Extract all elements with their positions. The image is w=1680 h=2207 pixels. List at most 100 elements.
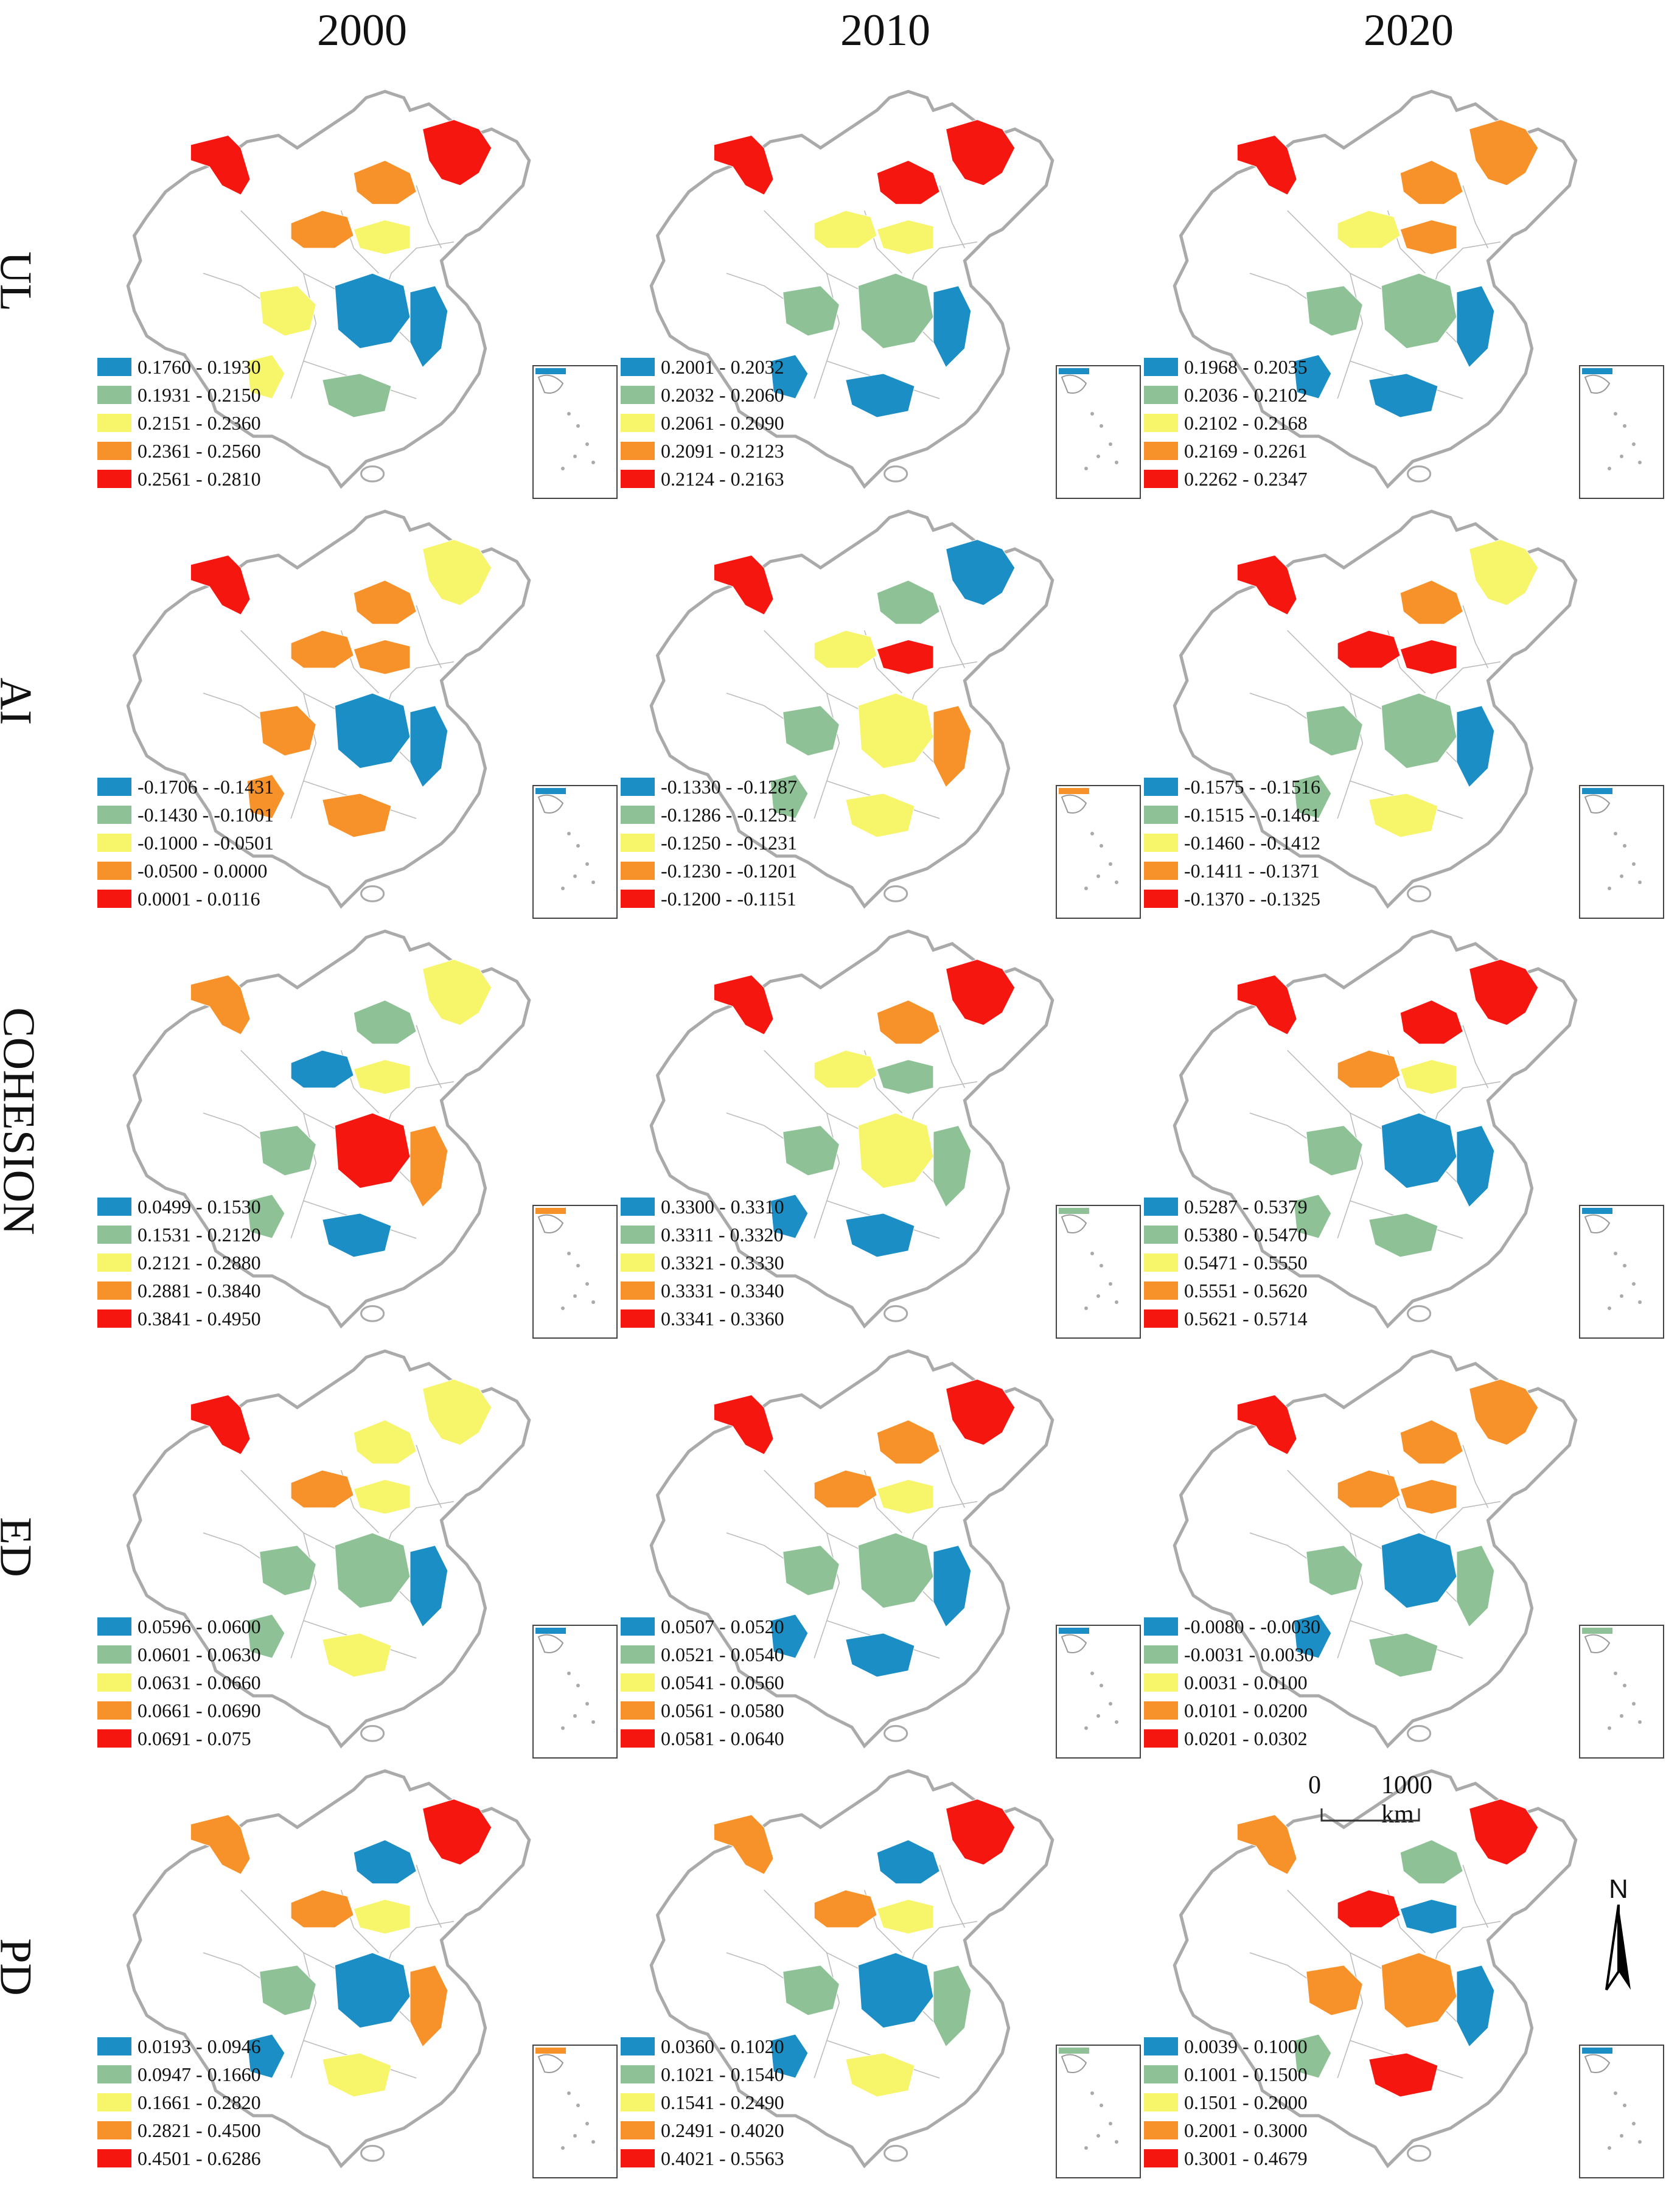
legend-label: 0.2169 - 0.2261 <box>1184 439 1308 462</box>
south-china-sea-inset <box>1056 365 1141 499</box>
region-1 <box>945 119 1016 186</box>
legend-item: 0.0360 - 0.1020 <box>621 2032 784 2060</box>
region-2 <box>1399 1000 1463 1045</box>
legend-label: 0.1021 - 0.1540 <box>661 2063 784 2085</box>
legend-item: 0.2121 - 0.2880 <box>97 1249 261 1277</box>
hainan-island <box>360 885 385 902</box>
legend-item: -0.1200 - -0.1151 <box>621 885 797 913</box>
region-7 <box>410 1965 448 2048</box>
region-6 <box>334 1532 411 1609</box>
legend-swatch <box>621 1673 655 1692</box>
legend-label: 0.0541 - 0.0560 <box>661 1671 784 1693</box>
legend-label: 0.0661 - 0.0690 <box>138 1699 261 1721</box>
region-4 <box>1399 639 1457 675</box>
region-9 <box>1293 1194 1332 1239</box>
legend-item: 0.3311 - 0.3320 <box>621 1221 784 1249</box>
province-boundary <box>1287 630 1388 713</box>
region-5 <box>259 1545 316 1596</box>
legend-item: -0.0080 - -0.0030 <box>1144 1613 1320 1640</box>
legend-swatch <box>621 1281 655 1300</box>
legend-swatch <box>1144 1281 1178 1300</box>
legend-swatch <box>97 1701 131 1720</box>
region-5 <box>259 1125 316 1176</box>
scale-bar-line <box>1320 1808 1420 1822</box>
legend-item: 0.2061 - 0.2090 <box>621 409 784 437</box>
legend-swatch <box>97 1617 131 1636</box>
legend-label: 0.1001 - 0.1500 <box>1184 2063 1308 2085</box>
region-3 <box>1337 630 1401 669</box>
legend-swatch <box>621 1701 655 1720</box>
legend-swatch <box>97 2037 131 2055</box>
legend: 0.5287 - 0.5379 0.5380 - 0.5470 0.5471 - 0… <box>1144 1193 1308 1333</box>
map-panel-pd-2020: 0.0039 - 0.1000 0.1001 - 0.1500 0.1501 - 0… <box>1144 1765 1667 2184</box>
region-1 <box>945 1379 1016 1446</box>
legend-item: 0.0521 - 0.0540 <box>621 1640 784 1668</box>
legend-label: 0.2032 - 0.2060 <box>661 383 784 406</box>
legend-item: 0.2821 - 0.4500 <box>97 2116 261 2144</box>
legend-item: 0.0499 - 0.1530 <box>97 1193 261 1221</box>
legend-item: 0.0507 - 0.0520 <box>621 1613 784 1640</box>
hainan-island <box>360 1305 385 1322</box>
legend-item: 0.2262 - 0.2347 <box>1144 465 1308 493</box>
legend-item: -0.1000 - -0.0501 <box>97 829 274 857</box>
legend: -0.1575 - -0.1516 -0.1515 - -0.1461 -0.146… <box>1144 773 1320 913</box>
scale-bar-end-label: 1000 km <box>1381 1771 1432 1829</box>
region-0 <box>713 554 774 615</box>
legend-swatch <box>621 358 655 376</box>
legend-item: 0.5551 - 0.5620 <box>1144 1277 1308 1305</box>
region-9 <box>246 1614 285 1659</box>
country-boundary <box>126 1769 531 2169</box>
region-3 <box>814 1470 877 1508</box>
region-0 <box>190 1394 251 1455</box>
legend-label: -0.0031 - 0.0030 <box>1184 1643 1314 1665</box>
legend-swatch <box>1144 1198 1178 1216</box>
legend-item: 0.2091 - 0.2123 <box>621 437 784 465</box>
legend-label: 0.0101 - 0.0200 <box>1184 1699 1308 1721</box>
legend-swatch <box>1144 442 1178 460</box>
legend-label: 0.2001 - 0.3000 <box>1184 2119 1308 2141</box>
south-china-sea-inset <box>1579 785 1664 919</box>
legend-item: 0.5380 - 0.5470 <box>1144 1221 1308 1249</box>
legend-item: 0.2169 - 0.2261 <box>1144 437 1308 465</box>
region-9 <box>1293 2034 1332 2079</box>
legend-item: 0.2102 - 0.2168 <box>1144 409 1308 437</box>
legend-swatch <box>1144 358 1178 376</box>
map-panel-ul-2020: 0.1968 - 0.2035 0.2036 - 0.2102 0.2102 - 0… <box>1144 85 1667 505</box>
legend-item: -0.1330 - -0.1287 <box>621 773 797 801</box>
region-5 <box>259 705 316 756</box>
map-panel-ed-2010: 0.0507 - 0.0520 0.0521 - 0.0540 0.0541 - 0… <box>621 1345 1144 1765</box>
region-7 <box>410 285 448 368</box>
legend-swatch <box>1144 2121 1178 2139</box>
region-8 <box>1368 1213 1438 1258</box>
legend-swatch <box>1144 1729 1178 1748</box>
row-label-cohesion: COHESION <box>0 1007 44 1235</box>
legend-label: -0.1370 - -0.1325 <box>1184 887 1320 910</box>
region-0 <box>1236 1394 1297 1455</box>
region-6 <box>1381 692 1457 769</box>
legend-item: 0.3300 - 0.3310 <box>621 1193 784 1221</box>
legend-swatch <box>621 2121 655 2139</box>
legend-label: 0.2881 - 0.3840 <box>138 1279 261 1302</box>
region-7 <box>933 1965 972 2048</box>
legend-item: 0.2032 - 0.2060 <box>621 381 784 409</box>
legend-label: 0.2361 - 0.2560 <box>138 439 261 462</box>
region-7 <box>410 705 448 788</box>
legend-label: 0.0507 - 0.0520 <box>661 1615 784 1637</box>
legend-swatch <box>621 834 655 852</box>
legend-swatch <box>621 1645 655 1664</box>
south-china-sea-inset <box>532 2045 618 2178</box>
legend-swatch <box>621 890 655 908</box>
row-label-pd: PD <box>0 1938 41 1996</box>
region-7 <box>933 705 972 788</box>
region-3 <box>814 630 877 669</box>
legend-item: 0.0581 - 0.0640 <box>621 1724 784 1752</box>
north-arrow: N <box>1594 1874 1649 2008</box>
region-5 <box>1306 1965 1363 2016</box>
legend-item: 0.1501 - 0.2000 <box>1144 2088 1308 2116</box>
legend-swatch <box>621 1198 655 1216</box>
legend-label: -0.1706 - -0.1431 <box>138 775 274 798</box>
legend-item: 0.1968 - 0.2035 <box>1144 353 1308 381</box>
legend-item: -0.0500 - 0.0000 <box>97 857 274 885</box>
region-6 <box>857 273 934 349</box>
hainan-island <box>1407 1305 1432 1322</box>
